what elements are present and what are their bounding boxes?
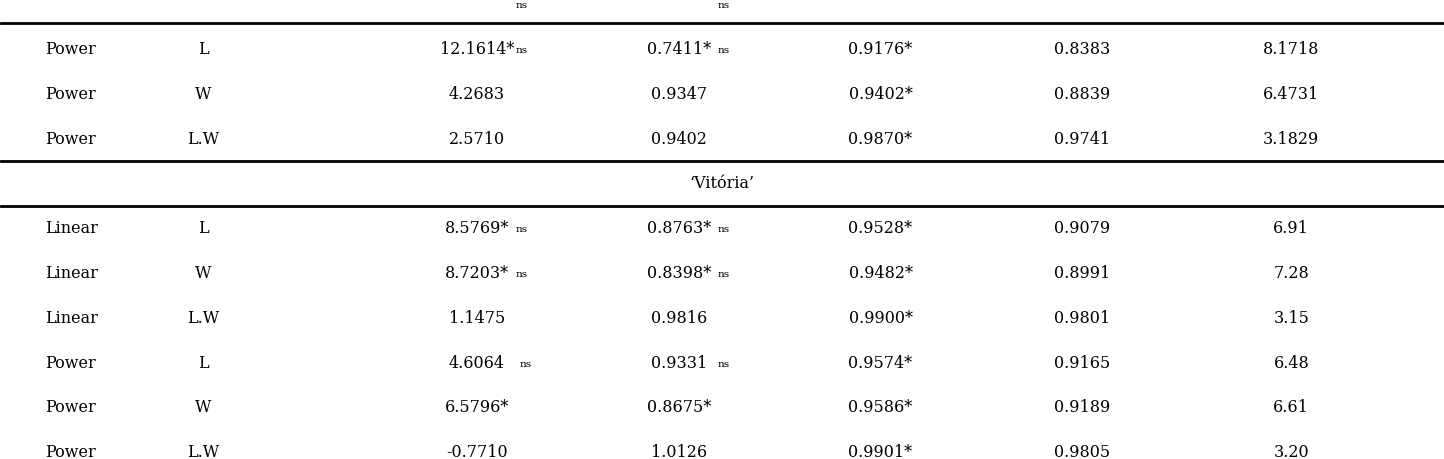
- Text: Power: Power: [45, 86, 95, 103]
- Text: 3.20: 3.20: [1274, 444, 1310, 459]
- Text: 0.9176*: 0.9176*: [849, 41, 913, 58]
- Text: L: L: [198, 41, 208, 58]
- Text: Power: Power: [45, 130, 95, 147]
- Text: 6.4731: 6.4731: [1264, 86, 1320, 103]
- Text: Power: Power: [45, 41, 95, 58]
- Text: 6.5796*: 6.5796*: [445, 399, 510, 416]
- Text: Linear: Linear: [45, 310, 98, 327]
- Text: ns: ns: [520, 360, 531, 369]
- Text: 0.9528*: 0.9528*: [849, 220, 913, 237]
- Text: ns: ns: [718, 270, 731, 279]
- Text: Power: Power: [45, 444, 95, 459]
- Text: 0.9900*: 0.9900*: [849, 310, 913, 327]
- Text: ns: ns: [718, 46, 729, 55]
- Text: W: W: [195, 399, 211, 416]
- Text: 7.28: 7.28: [1274, 265, 1310, 282]
- Text: 0.9805: 0.9805: [1054, 444, 1110, 459]
- Text: 1.1475: 1.1475: [449, 310, 505, 327]
- Text: 0.9586*: 0.9586*: [849, 399, 913, 416]
- Text: 0.9574*: 0.9574*: [849, 354, 913, 371]
- Text: 0.8763*: 0.8763*: [647, 220, 710, 237]
- Text: Power: Power: [45, 399, 95, 416]
- Text: 4.2683: 4.2683: [449, 86, 505, 103]
- Text: 0.9901*: 0.9901*: [849, 444, 913, 459]
- Text: 0.9816: 0.9816: [651, 310, 708, 327]
- Text: 8.7203*: 8.7203*: [445, 265, 510, 282]
- Text: 6.91: 6.91: [1274, 220, 1310, 237]
- Text: 0.9165: 0.9165: [1054, 354, 1110, 371]
- Text: 0.9402*: 0.9402*: [849, 86, 913, 103]
- Text: Power: Power: [45, 354, 95, 371]
- Text: Linear: Linear: [45, 265, 98, 282]
- Text: ns: ns: [718, 1, 729, 11]
- Text: 0.8991: 0.8991: [1054, 265, 1110, 282]
- Text: L: L: [198, 220, 208, 237]
- Text: 2.5710: 2.5710: [449, 130, 505, 147]
- Text: ‘Vitória’: ‘Vitória’: [689, 175, 755, 192]
- Text: L.W: L.W: [188, 310, 219, 327]
- Text: 0.9402: 0.9402: [651, 130, 706, 147]
- Text: 3.15: 3.15: [1274, 310, 1310, 327]
- Text: L.W: L.W: [188, 130, 219, 147]
- Text: 0.9347: 0.9347: [651, 86, 706, 103]
- Text: 0.9331: 0.9331: [651, 354, 708, 371]
- Text: 12.1614*: 12.1614*: [440, 41, 514, 58]
- Text: ns: ns: [516, 1, 529, 11]
- Text: ns: ns: [516, 225, 529, 235]
- Text: 0.7411*: 0.7411*: [647, 41, 710, 58]
- Text: Linear: Linear: [45, 220, 98, 237]
- Text: 0.9741: 0.9741: [1054, 130, 1110, 147]
- Text: ns: ns: [718, 225, 731, 235]
- Text: 6.48: 6.48: [1274, 354, 1310, 371]
- Text: W: W: [195, 86, 211, 103]
- Text: 8.5769*: 8.5769*: [445, 220, 510, 237]
- Text: 3.1829: 3.1829: [1264, 130, 1320, 147]
- Text: 1.0126: 1.0126: [651, 444, 706, 459]
- Text: 0.8383: 0.8383: [1054, 41, 1110, 58]
- Text: 0.8675*: 0.8675*: [647, 399, 710, 416]
- Text: 0.9079: 0.9079: [1054, 220, 1110, 237]
- Text: 0.8398*: 0.8398*: [647, 265, 710, 282]
- Text: 4.6064: 4.6064: [449, 354, 505, 371]
- Text: 8.1718: 8.1718: [1264, 41, 1320, 58]
- Text: L.W: L.W: [188, 444, 219, 459]
- Text: 6.61: 6.61: [1274, 399, 1310, 416]
- Text: 0.9870*: 0.9870*: [849, 130, 913, 147]
- Text: 0.9801: 0.9801: [1054, 310, 1110, 327]
- Text: ns: ns: [718, 360, 729, 369]
- Text: L: L: [198, 354, 208, 371]
- Text: W: W: [195, 265, 211, 282]
- Text: ns: ns: [516, 46, 529, 55]
- Text: 0.8839: 0.8839: [1054, 86, 1110, 103]
- Text: 0.9189: 0.9189: [1054, 399, 1110, 416]
- Text: ns: ns: [516, 270, 529, 279]
- Text: 0.9482*: 0.9482*: [849, 265, 913, 282]
- Text: -0.7710: -0.7710: [446, 444, 508, 459]
